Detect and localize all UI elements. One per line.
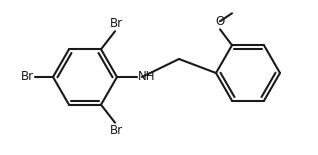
Text: Br: Br [21,71,34,84]
Text: NH: NH [138,71,156,84]
Text: Br: Br [109,124,122,137]
Text: O: O [215,15,225,28]
Text: Br: Br [109,17,122,30]
